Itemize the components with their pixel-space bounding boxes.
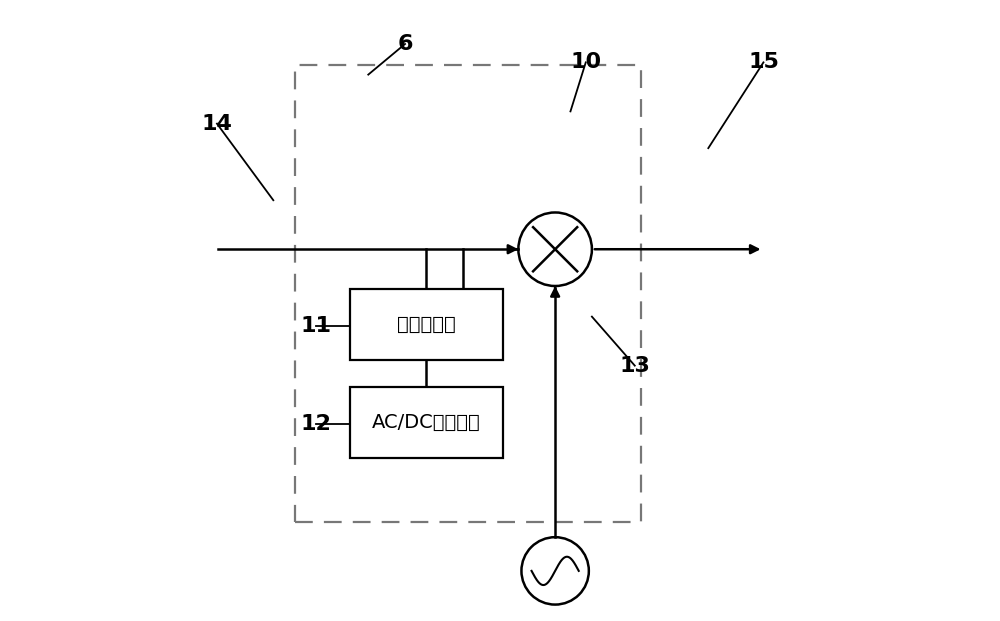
- Text: 6: 6: [397, 34, 413, 54]
- Text: 11: 11: [301, 316, 332, 336]
- Text: 带通滤波器: 带通滤波器: [397, 315, 456, 333]
- Text: 13: 13: [619, 356, 650, 376]
- Text: AC/DC转换模块: AC/DC转换模块: [372, 413, 481, 432]
- Bar: [350, 289, 503, 360]
- Bar: [350, 387, 503, 458]
- Text: 15: 15: [748, 52, 779, 73]
- Text: 12: 12: [301, 414, 332, 434]
- Text: 14: 14: [202, 114, 232, 134]
- Bar: [295, 65, 641, 522]
- Text: 10: 10: [570, 52, 601, 73]
